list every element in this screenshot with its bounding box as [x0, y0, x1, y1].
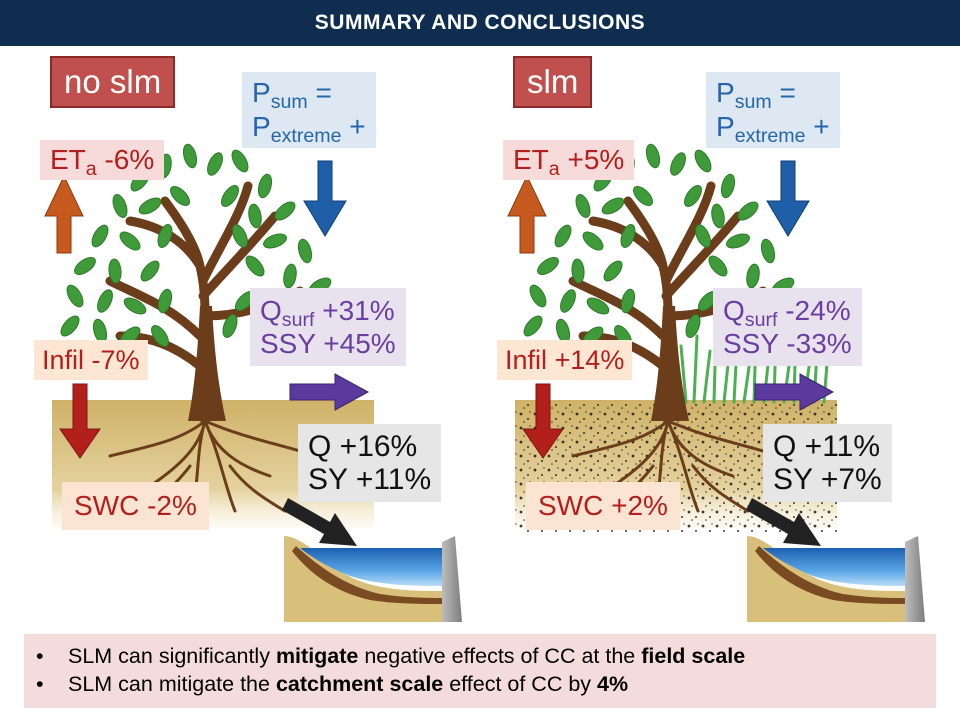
surface-flow-arrow [754, 373, 835, 411]
dam-icon [442, 536, 462, 622]
reservoir-icon [747, 536, 908, 622]
sediment-arrow [746, 498, 821, 546]
reservoir-icon [284, 536, 445, 622]
surface-runoff-label: Qsurf +31% SSY +45% [250, 288, 406, 366]
diagram: no slm Psum = Pextreme + ETa -6% Infil -… [0, 46, 960, 636]
scenario-label-no-slm: no slm [50, 56, 176, 108]
scenario-label-slm: slm [513, 56, 593, 108]
precip-arrow [766, 160, 810, 237]
eta-label: ETa -6% [40, 140, 165, 180]
infiltration-label: Infil -7% [34, 340, 148, 380]
surface-runoff-label: Qsurf -24% SSY -33% [713, 288, 862, 366]
dam-icon [905, 536, 925, 622]
conclusion-item: SLM can mitigate the catchment scale eff… [36, 670, 936, 698]
et-arrow [44, 174, 84, 254]
soil-water-label: SWC +2% [526, 482, 680, 530]
panel-slm [507, 142, 925, 622]
sediment-arrow [282, 498, 357, 546]
infil-arrow [522, 383, 564, 459]
precipitation-label: Psum = Pextreme + [706, 72, 840, 148]
eta-label: ETa +5% [503, 140, 635, 180]
discharge-label: Q +16% SY +11% [298, 424, 442, 502]
precip-arrow [303, 160, 347, 237]
page-title: SUMMARY AND CONCLUSIONS [0, 0, 960, 46]
surface-flow-arrow [289, 373, 370, 411]
conclusions-box: SLM can significantly mitigate negative … [24, 634, 936, 708]
infil-arrow [59, 383, 101, 459]
conclusion-item: SLM can significantly mitigate negative … [36, 642, 936, 670]
diagram-graphics [44, 142, 925, 622]
et-arrow [507, 174, 547, 254]
panel-no-slm [44, 142, 462, 622]
precipitation-label: Psum = Pextreme + [242, 72, 376, 148]
infiltration-label: Infil +14% [497, 340, 633, 380]
soil-water-label: SWC -2% [62, 482, 209, 530]
discharge-label: Q +11% SY +7% [763, 424, 892, 502]
